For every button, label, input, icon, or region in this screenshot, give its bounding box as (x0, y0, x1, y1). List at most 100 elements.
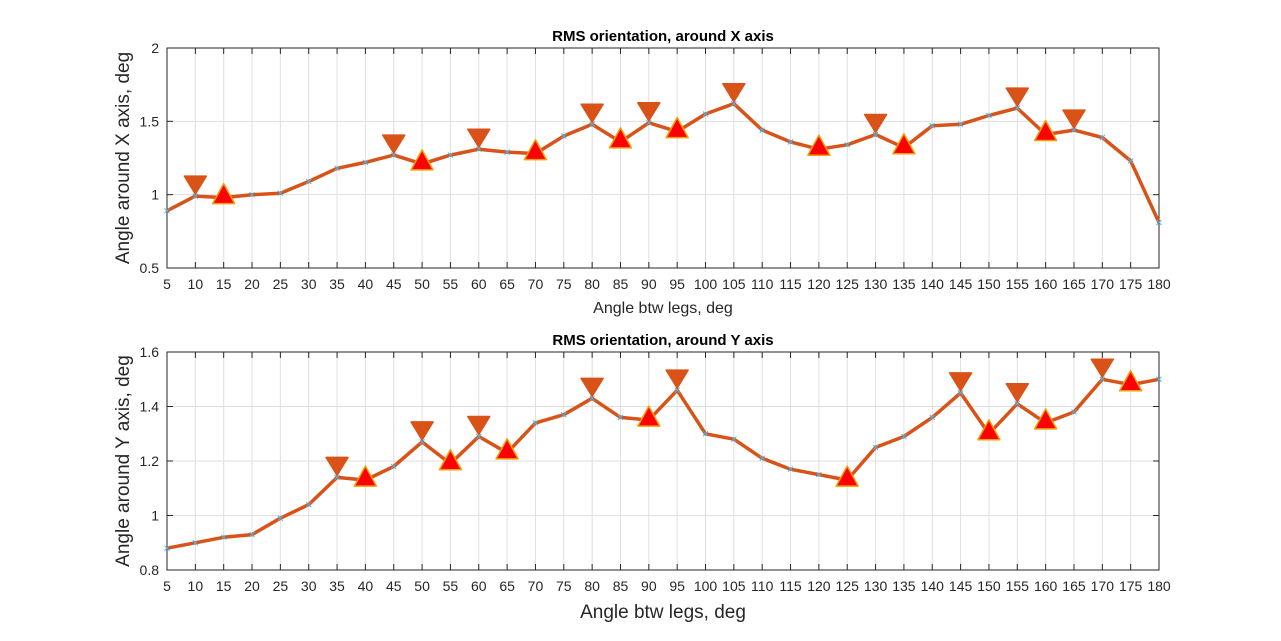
x-tick-label: 25 (273, 276, 289, 292)
local-minimum-marker (637, 405, 661, 427)
x-tick-label: 45 (386, 276, 402, 292)
data-point (844, 141, 851, 148)
x-tick-label: 105 (722, 276, 746, 292)
x-tick-label: 150 (977, 578, 1001, 594)
local-maximum-marker (948, 372, 973, 392)
x-tick-label: 100 (694, 578, 718, 594)
y-tick-label: 0.8 (140, 562, 160, 578)
local-minimum-marker (835, 465, 859, 487)
x-tick-label: 140 (921, 578, 945, 594)
local-minimum-marker (495, 438, 519, 460)
x-tick-label: 30 (301, 578, 317, 594)
x-tick-label: 145 (949, 276, 973, 292)
data-point (447, 152, 454, 158)
x-tick-label: 5 (163, 578, 171, 594)
local-maximum-marker (1090, 358, 1115, 378)
data-point (277, 515, 284, 522)
data-point (305, 501, 312, 508)
data-point (334, 474, 340, 481)
local-maximum-marker (863, 113, 888, 134)
x-tick-label: 60 (471, 578, 487, 594)
data-point (192, 539, 199, 546)
x-tick-label: 10 (188, 578, 204, 594)
data-point (419, 439, 425, 445)
x-tick-label: 95 (669, 276, 685, 292)
x-tick-label: 115 (779, 276, 802, 292)
x-tick-label: 105 (722, 578, 746, 594)
x-tick-label: 65 (499, 578, 515, 594)
data-point (645, 119, 652, 126)
local-minimum-marker (353, 465, 378, 487)
y-axis-label: Angle around X axis, deg (113, 52, 134, 264)
x-tick-label: 45 (386, 578, 402, 594)
y-tick-label: 0.5 (140, 260, 160, 276)
x-tick-label: 10 (188, 276, 204, 292)
x-tick-label: 15 (216, 578, 232, 594)
x-tick-label: 160 (1034, 276, 1058, 292)
local-maximum-marker (665, 369, 689, 389)
data-point (1099, 376, 1106, 383)
x-tick-label: 70 (528, 276, 544, 292)
y-tick-label: 1.4 (140, 399, 160, 415)
data-point (164, 207, 170, 214)
local-maximum-marker (580, 103, 604, 124)
local-minimum-marker (410, 149, 434, 171)
x-tick-label: 125 (836, 276, 860, 292)
x-tick-label: 165 (1062, 578, 1086, 594)
x-tick-label: 5 (163, 276, 171, 292)
x-tick-label: 110 (751, 276, 774, 292)
data-point (617, 414, 624, 421)
chart-title: RMS orientation, around X axis (552, 28, 774, 45)
data-point (929, 414, 936, 421)
data-point (787, 466, 794, 473)
x-tick-label: 65 (499, 276, 515, 292)
data-line (166, 101, 1161, 224)
x-tick-label: 170 (1091, 578, 1115, 594)
data-point (220, 534, 227, 541)
x-tick-label: 35 (329, 578, 345, 594)
x-tick-label: 135 (892, 578, 916, 594)
x-tick-label: 150 (977, 276, 1001, 292)
data-point (731, 436, 737, 443)
x-tick-label: 160 (1034, 578, 1058, 594)
x-tick-label: 115 (779, 578, 802, 594)
data-point (787, 139, 794, 145)
local-maximum-marker (467, 128, 491, 148)
local-maximum-marker (722, 82, 746, 103)
x-tick-label: 95 (669, 578, 685, 594)
x-axis-label: Angle btw legs, deg (580, 602, 746, 623)
data-point (589, 395, 595, 402)
x-tick-label: 85 (613, 578, 629, 594)
data-point (957, 390, 964, 396)
y-tick-label: 1 (151, 187, 159, 203)
data-point (1099, 134, 1106, 141)
data-point (362, 159, 369, 166)
y-tick-label: 1.2 (140, 453, 160, 469)
local-maximum-marker (580, 377, 604, 398)
data-point (816, 471, 822, 478)
data-point (929, 122, 936, 129)
local-minimum-marker (211, 182, 236, 205)
data-point (164, 545, 170, 552)
x-tick-label: 165 (1062, 276, 1086, 292)
x-tick-label: 120 (807, 578, 831, 594)
local-minimum-marker (977, 419, 1001, 441)
data-point (249, 191, 255, 198)
x-tick-label: 90 (641, 276, 657, 292)
data-point (731, 100, 737, 107)
local-maximum-marker (1062, 109, 1086, 129)
local-maximum-marker (467, 415, 491, 436)
x-tick-label: 75 (556, 578, 572, 594)
data-point (759, 455, 766, 462)
data-point (475, 146, 482, 153)
data-point (1071, 127, 1077, 133)
x-tick-label: 40 (358, 578, 374, 594)
x-tick-label: 20 (244, 578, 260, 594)
x-tick-label: 90 (641, 578, 657, 594)
x-tick-label: 85 (613, 276, 629, 292)
bottom-chart-y-axis-rms: 5 10 15 20 25 30 35 40 45 50 55 60 65 70 75 80 85 90 95 100… (113, 332, 1171, 623)
local-maximum-marker (325, 456, 349, 477)
local-minimum-marker (1033, 119, 1058, 142)
y-tick-label: 1.6 (140, 344, 160, 360)
x-tick-label: 80 (584, 578, 600, 594)
